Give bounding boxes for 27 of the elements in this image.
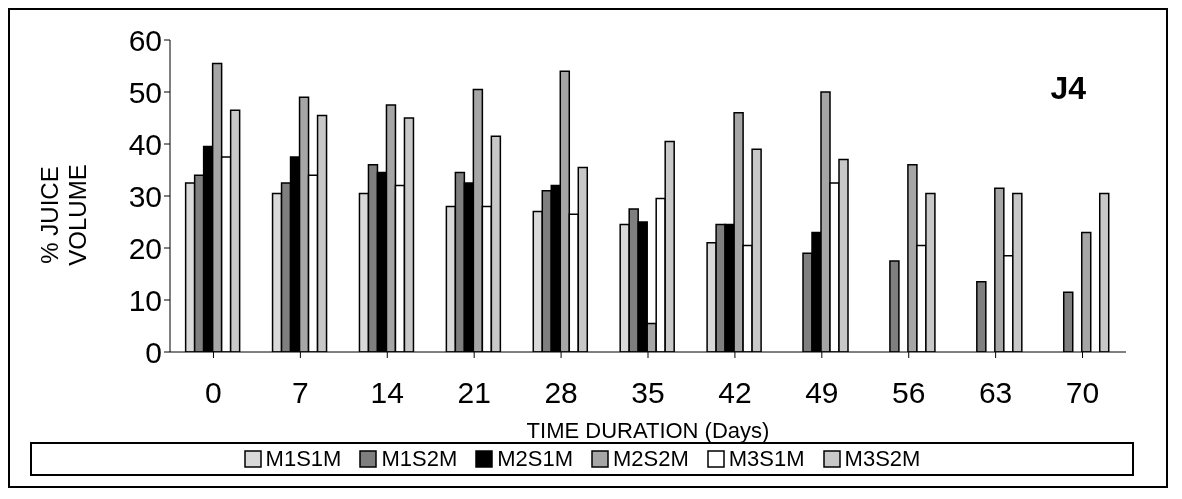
y-tick-label: 60 bbox=[128, 23, 162, 57]
x-tick-label: 49 bbox=[805, 376, 839, 410]
x-tick-label: 35 bbox=[631, 376, 665, 410]
x-tick-label: 21 bbox=[457, 376, 491, 410]
x-tick-label: 63 bbox=[978, 376, 1013, 410]
x-tick-label: 0 bbox=[205, 376, 222, 410]
x-axis-title: TIME DURATION (Days) bbox=[526, 418, 770, 443]
y-tick-label: 10 bbox=[128, 283, 162, 317]
y-tick-label: 0 bbox=[145, 335, 162, 369]
x-tick-label: 56 bbox=[892, 376, 926, 410]
legend-label: M1S2M bbox=[381, 446, 458, 472]
y-tick-label: 30 bbox=[128, 179, 162, 213]
legend-label: M3S2M bbox=[844, 446, 921, 472]
y-tick-label: 20 bbox=[128, 231, 162, 265]
legend-label: M3S1M bbox=[728, 446, 805, 472]
y-tick-label: 40 bbox=[128, 127, 162, 161]
legend-label: M2S1M bbox=[497, 446, 573, 472]
legend-label: M1S1M bbox=[265, 446, 342, 472]
annotation: J4 bbox=[1050, 70, 1086, 107]
x-tick-label: 42 bbox=[718, 376, 752, 410]
x-tick-label: 28 bbox=[544, 376, 578, 410]
y-axis-title: % JUICE VOLUME bbox=[36, 164, 91, 266]
x-tick-label: 14 bbox=[370, 376, 404, 410]
x-tick-label: 70 bbox=[1065, 376, 1100, 410]
legend-label: M2S2M bbox=[613, 446, 689, 472]
y-tick-label: 50 bbox=[128, 75, 162, 109]
x-tick-label: 7 bbox=[292, 376, 309, 410]
